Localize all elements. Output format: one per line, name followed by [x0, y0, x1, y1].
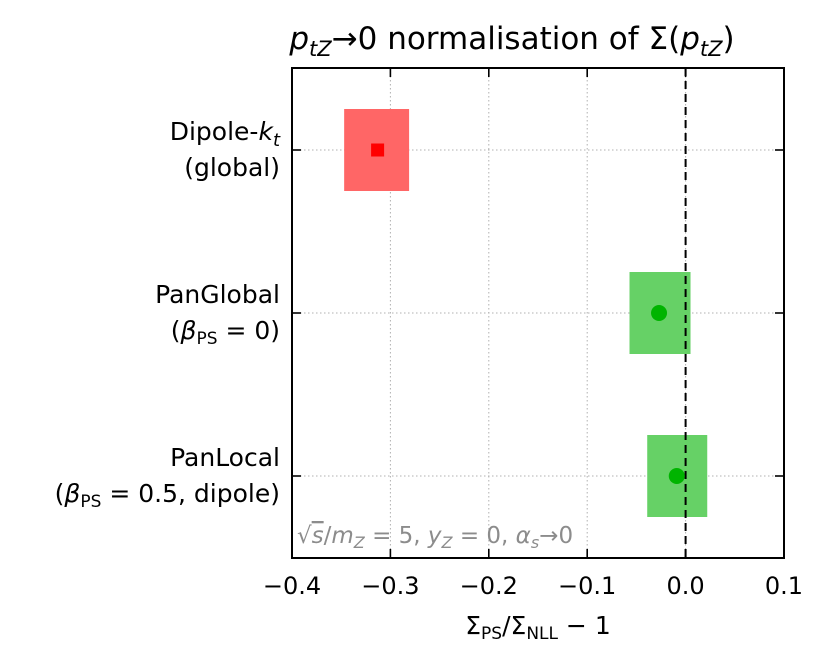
x-tick-label: −0.1: [558, 572, 616, 600]
x-tick-label: −0.2: [460, 572, 518, 600]
category-label-dipole-kt: Dipole-kt: [170, 117, 281, 151]
data-point-circle: [651, 305, 668, 321]
category-label-panglobal: PanGlobal: [155, 280, 280, 309]
data-points: [371, 143, 685, 484]
category-label-panlocal: PanLocal: [170, 443, 280, 472]
data-point-circle: [668, 468, 685, 484]
x-tick-label: −0.3: [361, 572, 419, 600]
parameter-annotation: √s/mZ = 5, yZ = 0, αs→0: [297, 523, 573, 552]
x-tick-label: 0.0: [667, 572, 705, 600]
category-sublabel-dipole-kt: (global): [184, 153, 280, 182]
category-sublabel-panglobal: (βPS = 0): [171, 316, 280, 349]
x-axis-label: ΣPS/ΣNLL − 1: [465, 611, 610, 644]
plot-frame: [291, 67, 785, 559]
x-tick-label: −0.4: [263, 572, 321, 600]
x-tick-label: 0.1: [765, 572, 803, 600]
category-sublabel-panlocal: (βPS = 0.5, dipole): [55, 479, 280, 512]
chart-title: ptZ→0 normalisation of Σ(ptZ): [288, 21, 734, 61]
data-point-square: [371, 143, 385, 157]
